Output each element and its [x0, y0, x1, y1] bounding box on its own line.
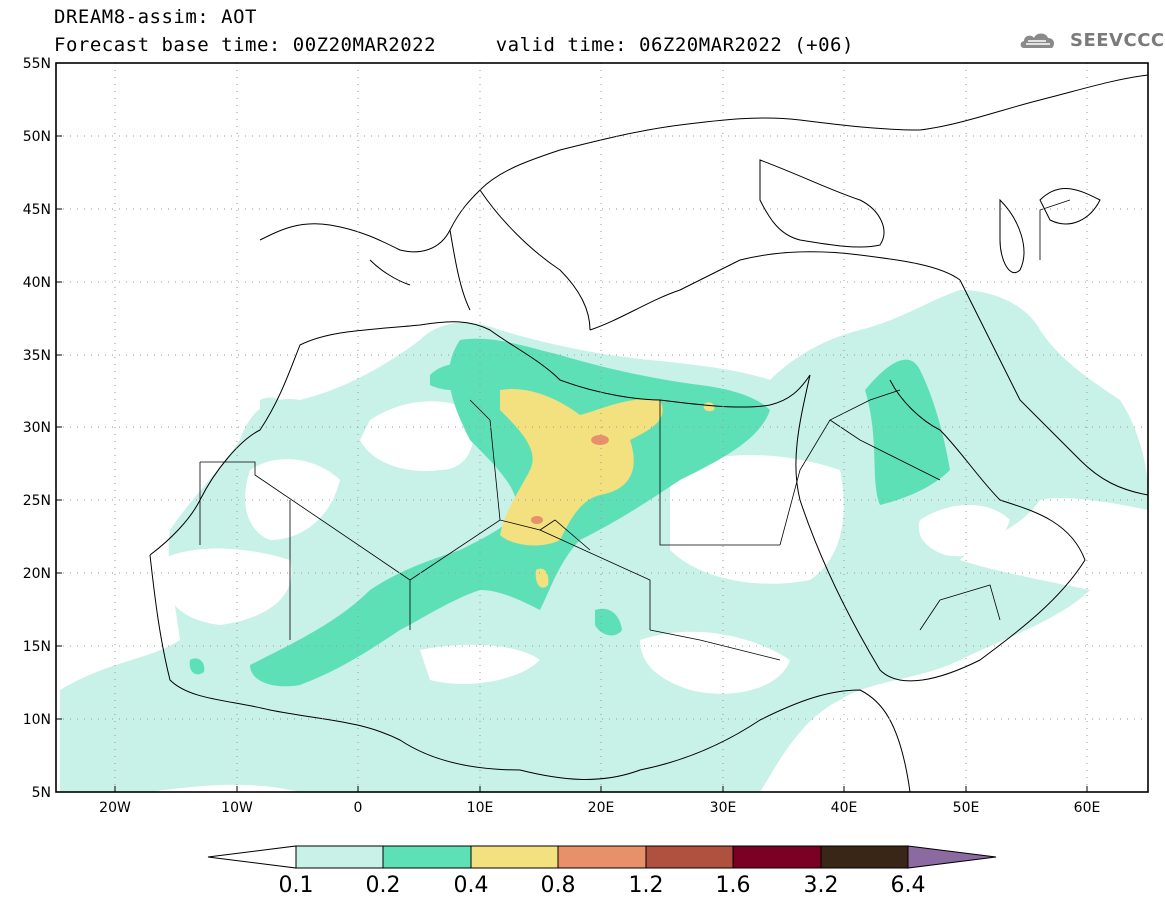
cloud-logo-icon — [1020, 33, 1055, 48]
aot-level-0-4 — [500, 389, 715, 588]
lat-label: 5N — [32, 785, 51, 801]
colorbar-label: 6.4 — [891, 873, 926, 898]
lat-label: 55N — [23, 56, 51, 72]
lon-label: 20W — [99, 800, 131, 816]
lat-label: 45N — [23, 202, 51, 218]
colorbar-label: 1.2 — [629, 873, 664, 898]
longitude-labels: 20W 10W 0 10E 20E 30E 40E 50E 60E — [99, 800, 1100, 816]
colorbar-label: 3.2 — [804, 873, 839, 898]
lat-label: 35N — [23, 348, 51, 364]
lon-label: 20E — [588, 800, 615, 816]
lon-label: 60E — [1074, 800, 1101, 816]
aot-level-0-8 — [531, 435, 609, 524]
colorbar-segment — [645, 845, 734, 869]
lon-label: 40E — [831, 800, 858, 816]
axis-ticks — [56, 62, 1088, 793]
colorbar-segment — [470, 845, 559, 869]
colorbar-label: 0.2 — [366, 873, 401, 898]
colorbar-label: 0.4 — [454, 873, 489, 898]
lon-label: 10W — [221, 800, 253, 816]
colorbar-segment — [557, 845, 647, 869]
lon-label: 50E — [953, 800, 980, 816]
aot-field — [60, 290, 1148, 792]
lon-label: 30E — [710, 800, 737, 816]
lat-label: 20N — [23, 566, 51, 582]
lat-label: 25N — [23, 493, 51, 509]
graticule — [56, 63, 1148, 792]
colorbar-segment — [382, 845, 472, 869]
logo-text: SEEVCCC — [1070, 30, 1165, 51]
lat-label: 10N — [23, 712, 51, 728]
aot-clear-areas — [160, 401, 1010, 694]
colorbar-max-arrow — [907, 845, 997, 869]
map-title: DREAM8-assim: AOT — [54, 6, 257, 28]
colorbar: 0.1 0.2 0.4 0.8 1.2 1.6 3.2 6.4 — [207, 845, 997, 898]
colorbar-segment — [732, 845, 822, 869]
colorbar-label: 1.6 — [716, 873, 751, 898]
lat-label: 50N — [23, 129, 51, 145]
lat-label: 40N — [23, 275, 51, 291]
coastlines — [149, 74, 1148, 792]
latitude-labels: 5N 10N 15N 20N 25N 30N 35N 40N 45N 50N 5… — [23, 56, 51, 801]
lat-label: 15N — [23, 639, 51, 655]
lon-label: 10E — [467, 800, 494, 816]
colorbar-label: 0.8 — [541, 873, 576, 898]
lon-label: 0 — [354, 800, 363, 816]
colorbar-segment — [820, 845, 909, 869]
colorbar-label: 0.1 — [279, 873, 314, 898]
lat-label: 30N — [23, 420, 51, 436]
forecast-time-line: Forecast base time: 00Z20MAR2022 valid t… — [54, 34, 854, 56]
colorbar-segment — [295, 845, 384, 869]
colorbar-min-arrow — [207, 845, 297, 869]
